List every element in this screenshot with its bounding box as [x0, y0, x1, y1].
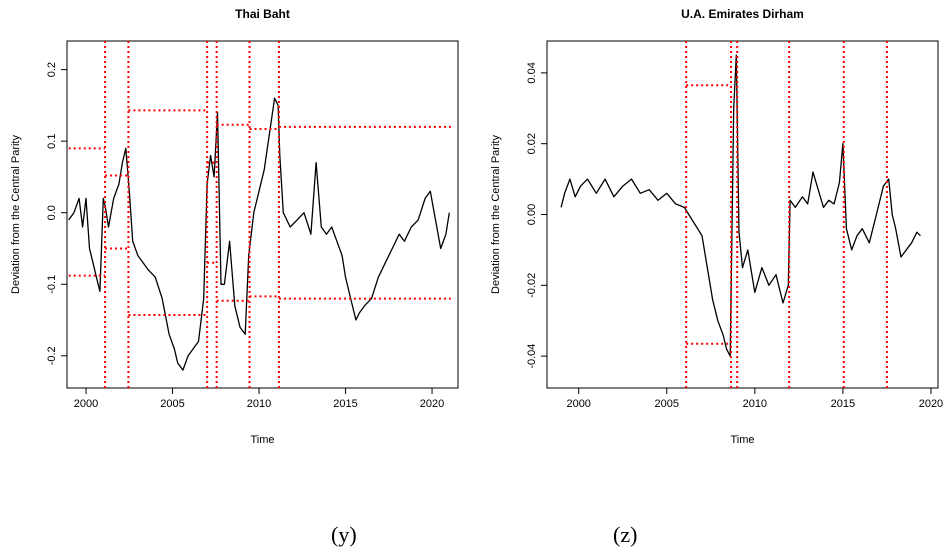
caption-y: (y): [331, 522, 357, 547]
y-tick-label-1-0: -0.04: [526, 344, 538, 369]
y-tick-label-0-4: 0.2: [46, 62, 58, 77]
x-tick-label-1-0: 2000: [566, 398, 590, 410]
y-tick-label-0-1: -0.1: [46, 275, 58, 294]
x-tick-label-0-0: 2000: [74, 398, 98, 410]
x-axis-label-1: Time: [730, 434, 754, 446]
chart-title-0: Thai Baht: [235, 7, 290, 21]
series-line-0-0: [68, 97, 450, 371]
x-tick-label-0-2: 2010: [247, 398, 271, 410]
x-tick-label-0-3: 2015: [333, 398, 357, 410]
y-tick-label-1-2: 0.00: [526, 204, 538, 225]
y-axis-label-0: Deviation from the Central Parity: [10, 135, 22, 294]
x-tick-label-1-1: 2005: [655, 398, 679, 410]
x-tick-label-0-1: 2005: [160, 398, 184, 410]
y-tick-label-0-3: 0.1: [46, 134, 58, 149]
y-axis-label-1: Deviation from the Central Parity: [490, 135, 502, 294]
x-tick-label-1-2: 2010: [743, 398, 767, 410]
plot-frame-0: [66, 40, 459, 389]
y-tick-label-0-2: 0.0: [46, 205, 58, 220]
y-tick-label-1-3: 0.02: [526, 133, 538, 154]
x-axis-label-0: Time: [250, 434, 274, 446]
chart-title-1: U.A. Emirates Dirham: [681, 7, 804, 21]
y-tick-label-0-0: -0.2: [46, 346, 58, 365]
y-tick-label-1-4: 0.04: [526, 62, 538, 83]
x-tick-label-0-4: 2020: [420, 398, 444, 410]
y-tick-label-1-1: -0.02: [526, 273, 538, 298]
x-tick-label-1-3: 2015: [831, 398, 855, 410]
x-tick-label-1-4: 2020: [919, 398, 943, 410]
caption-z: (z): [613, 522, 638, 547]
plot-frame-1: [546, 40, 939, 389]
plot-area-0: [68, 41, 453, 388]
series-line-1-0: [560, 54, 921, 357]
plot-area-1: [560, 41, 921, 388]
